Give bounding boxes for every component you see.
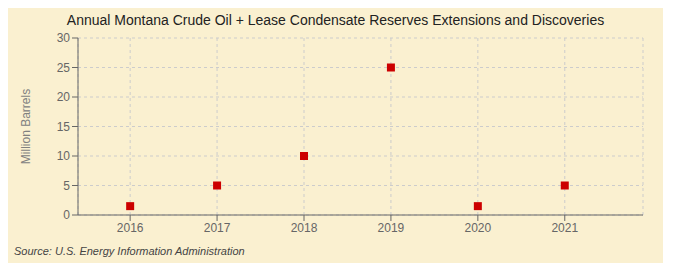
svg-text:30: 30 <box>57 31 71 45</box>
html-text:Source: U.S. Energy Informatio: Source: U.S. Energy Information Administ… <box>14 245 245 257</box>
svg-text:2020: 2020 <box>464 221 491 235</box>
svg-text:20: 20 <box>57 90 71 104</box>
svg-text:15: 15 <box>57 120 71 134</box>
svg-text:2016: 2016 <box>117 221 144 235</box>
html-text:Annual Montana Crude Oil + Lea: Annual Montana Crude Oil + Lease Condens… <box>66 12 605 28</box>
svg-text:2017: 2017 <box>204 221 231 235</box>
svg-text:10: 10 <box>57 149 71 163</box>
svg-text:2018: 2018 <box>291 221 318 235</box>
svg-text:2019: 2019 <box>378 221 405 235</box>
svg-text:Million Barrels: Million Barrels <box>19 89 33 164</box>
svg-text:0: 0 <box>63 208 70 222</box>
svg-text:25: 25 <box>57 61 71 75</box>
svg-text:5: 5 <box>63 179 70 193</box>
svg-text:2021: 2021 <box>551 221 578 235</box>
